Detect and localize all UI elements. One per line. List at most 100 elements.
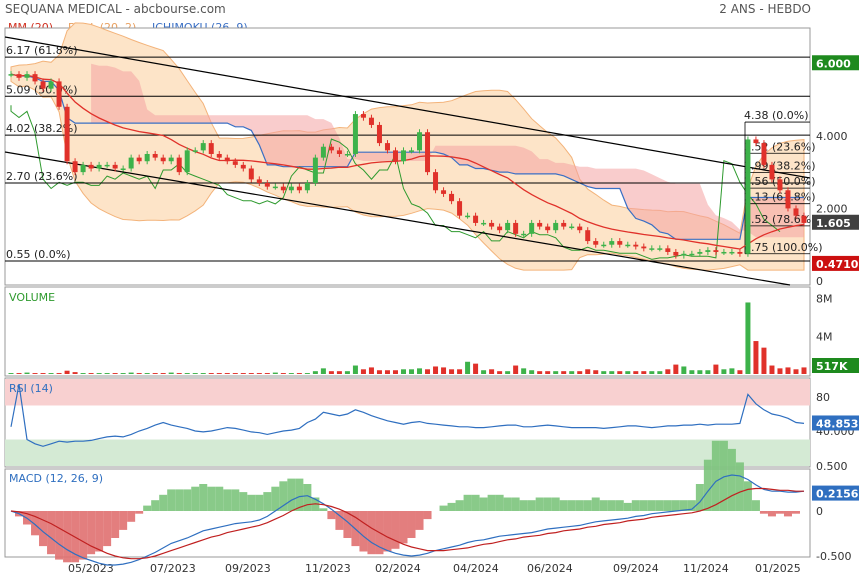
candle-36: [296, 186, 302, 191]
macd-hist-51: [415, 511, 424, 530]
macd-hist-70: [567, 500, 576, 511]
volume-last-tag-bg: [812, 358, 859, 373]
candle-46: [376, 124, 382, 144]
candle-72: [585, 230, 591, 242]
volume-bar-8: [72, 372, 78, 374]
volume-bar-23: [192, 373, 198, 374]
x-label-5: 04/2024: [453, 562, 499, 575]
volume-bar-80: [649, 371, 655, 374]
candle-41: [336, 150, 342, 154]
macd-hist-47: [383, 511, 392, 552]
macd-hist-7: [63, 511, 72, 563]
volume-bar-51: [417, 368, 423, 374]
volume-bar-5: [48, 373, 54, 374]
macd-hist-68: [551, 497, 560, 511]
volume-bar-55: [449, 369, 455, 374]
candle-8: [72, 161, 78, 173]
rsi-last-tag: 48.853: [816, 417, 858, 430]
fibo-label-left-0: 6.17 (61.8%): [6, 44, 78, 57]
volume-bar-83: [673, 364, 679, 374]
candle-60: [489, 222, 495, 227]
volume-bar-45: [368, 367, 374, 374]
fibo-label-right-6: 0.75 (100.0%): [744, 241, 823, 254]
volume-bar-86: [697, 370, 703, 374]
volume-bar-35: [288, 373, 294, 374]
volume-bar-24: [200, 373, 206, 374]
volume-bar-49: [400, 369, 406, 374]
candle-73: [593, 241, 599, 245]
volume-bar-30: [248, 373, 254, 374]
volume-bar-38: [312, 371, 318, 374]
macd-hist-86: [695, 484, 704, 511]
volume-bar-87: [705, 370, 711, 374]
volume-bar-14: [120, 373, 126, 374]
last-price-tag: 1.605: [816, 217, 851, 230]
macd-hist-67: [543, 497, 552, 511]
macd-hist-39: [319, 508, 328, 511]
candle-31: [256, 179, 262, 184]
candle-43: [352, 114, 358, 154]
volume-bar-41: [336, 371, 342, 374]
candle-61: [497, 226, 503, 231]
x-label-2: 09/2023: [225, 562, 271, 575]
macd-hist-30: [247, 494, 256, 511]
macd-hist-42: [343, 511, 352, 538]
volume-bar-66: [537, 371, 543, 374]
candle-75: [609, 241, 615, 245]
candle-93: [753, 139, 759, 144]
candle-25: [208, 143, 214, 154]
candle-37: [304, 183, 310, 191]
volume-bar-29: [240, 373, 246, 374]
macd-hist-79: [639, 500, 648, 511]
volume-bar-52: [425, 369, 431, 374]
macd-hist-90: [727, 448, 736, 511]
macd-hist-40: [327, 511, 336, 520]
volume-bar-6: [56, 373, 62, 374]
volume-bar-64: [521, 368, 527, 374]
candle-90: [729, 251, 735, 254]
macd-hist-49: [399, 511, 408, 544]
macd-hist-9: [79, 511, 88, 560]
macd-hist-85: [687, 500, 696, 511]
candle-12: [104, 164, 110, 167]
macd-hist-56: [455, 500, 464, 511]
volume-label: VOLUME: [9, 291, 55, 304]
macd-hist-35: [287, 478, 296, 511]
volume-bar-25: [208, 373, 214, 374]
volume-bar-36: [296, 373, 302, 374]
volume-bar-4: [40, 373, 46, 374]
candle-14: [120, 168, 126, 170]
candle-94: [761, 143, 767, 165]
price-tick-2: 2.000: [816, 202, 848, 215]
macd-hist-11: [95, 511, 104, 552]
volume-bar-63: [513, 365, 519, 374]
macd-hist-36: [295, 478, 304, 511]
candle-86: [697, 251, 703, 254]
volume-bar-11: [96, 373, 102, 374]
macd-hist-97: [783, 511, 792, 517]
candle-15: [128, 157, 134, 169]
volume-bar-61: [497, 371, 503, 374]
candle-63: [513, 222, 519, 234]
volume-bar-9: [80, 373, 86, 374]
fibo-label-right-0: 4.38 (0.0%): [744, 109, 809, 122]
volume-bar-15: [128, 372, 134, 374]
candle-16: [136, 157, 142, 162]
volume-bar-89: [721, 369, 727, 374]
x-label-8: 11/2024: [683, 562, 729, 575]
fibo-label-right-5: 1.52 (78.6%): [744, 213, 816, 226]
candle-45: [368, 117, 374, 125]
volume-bar-39: [320, 368, 326, 374]
chart-title: SEQUANA MEDICAL - abcbourse.com: [5, 2, 226, 16]
macd-hist-88: [711, 440, 720, 511]
ichimoku-cloud: [91, 63, 805, 240]
candle-96: [777, 179, 783, 191]
volume-bar-46: [376, 370, 382, 374]
x-label-1: 07/2023: [150, 562, 196, 575]
signal-line: [10, 487, 804, 560]
chart-period: 2 ANS - HEBDO: [719, 2, 811, 16]
candle-83: [673, 251, 679, 256]
candle-42: [344, 153, 350, 156]
fibo-label-right-2: 2.99 (38.2%): [744, 159, 816, 172]
volume-bar-53: [433, 366, 439, 374]
